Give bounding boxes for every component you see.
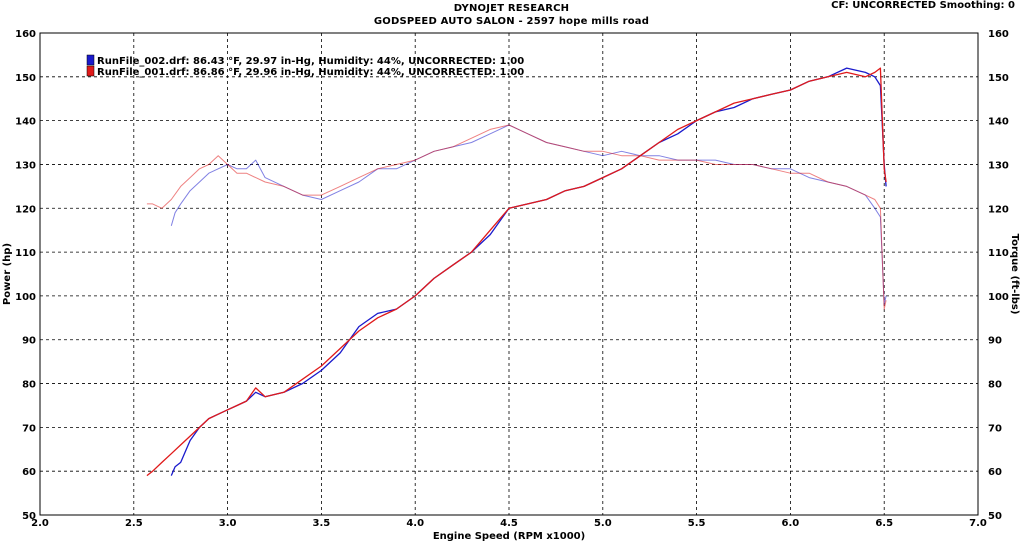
torque-line-2 [146,124,887,310]
x-tick-label: 7.0 [969,518,987,529]
series-lines [146,67,887,477]
y-tick-label-right: 90 [988,336,1002,347]
legend-swatch [86,65,95,77]
y-tick-label-right: 60 [988,467,1002,478]
axis-ticks: 2.0 2.5 3.0 3.5 4.0 4.5 5.0 5.5 6.0 6.5 7.05060708… [15,29,1009,529]
x-tick-label: 3.0 [219,518,237,529]
y-tick-label-left: 130 [15,160,36,171]
x-tick-label: 5.0 [594,518,612,529]
y-tick-label-right: 50 [988,511,1002,522]
correction-info: CF: UNCORRECTED Smoothing: 0 [831,0,1015,11]
y-tick-label-left: 120 [15,204,36,215]
y-tick-label-right: 80 [988,380,1002,391]
y-tick-label-left: 100 [15,292,36,303]
torque-line-1 [170,124,887,306]
legend-swatch [86,54,95,66]
y-tick-label-right: 150 [988,73,1009,84]
y-tick-label-left: 110 [15,248,36,259]
y-tick-label-right: 70 [988,423,1002,434]
y-tick-label-left: 80 [22,380,36,391]
x-tick-label: 5.5 [688,518,706,529]
x-tick-label: 2.5 [125,518,143,529]
chart-subtitle: GODSPEED AUTO SALON - 2597 hope mills ro… [373,16,650,27]
y-tick-label-left: 150 [15,73,36,84]
x-tick-label: 6.5 [875,518,893,529]
y-tick-label-right: 100 [988,292,1009,303]
y-axis-label-right: Torque (ft-lbs) [1009,234,1020,315]
y-tick-label-right: 120 [988,204,1009,215]
x-tick-label: 3.5 [313,518,331,529]
y-tick-label-left: 90 [22,336,36,347]
y-tick-label-right: 130 [988,160,1009,171]
y-tick-label-left: 160 [15,29,36,40]
y-tick-label-left: 50 [22,511,36,522]
legend: RunFile_002.drf: 86.43 °F, 29.97 in-Hg, … [86,54,524,78]
y-tick-label-right: 140 [988,117,1009,128]
plot-frame [39,32,979,516]
power-line-2 [146,67,887,477]
y-tick-label-right: 160 [988,29,1009,40]
x-tick-label: 6.0 [782,518,800,529]
legend-label: RunFile_002.drf: 86.43 °F, 29.97 in-Hg, … [97,56,524,67]
chart-title: DYNOJET RESEARCH [453,3,570,14]
grid-lines [40,33,978,515]
y-tick-label-left: 60 [22,467,36,478]
legend-label: RunFile_001.drf: 86.86 °F, 29.96 in-Hg, … [97,67,524,78]
x-tick-label: 2.0 [31,518,49,529]
power-line-1 [170,67,887,476]
y-tick-label-left: 140 [15,117,36,128]
y-tick-label-right: 110 [988,248,1009,259]
y-tick-label-left: 70 [22,423,36,434]
y-axis-label-left: Power (hp) [2,243,13,305]
x-tick-label: 4.0 [406,518,424,529]
x-tick-label: 4.5 [500,518,518,529]
x-axis-label: Engine Speed (RPM x1000) [433,531,585,542]
